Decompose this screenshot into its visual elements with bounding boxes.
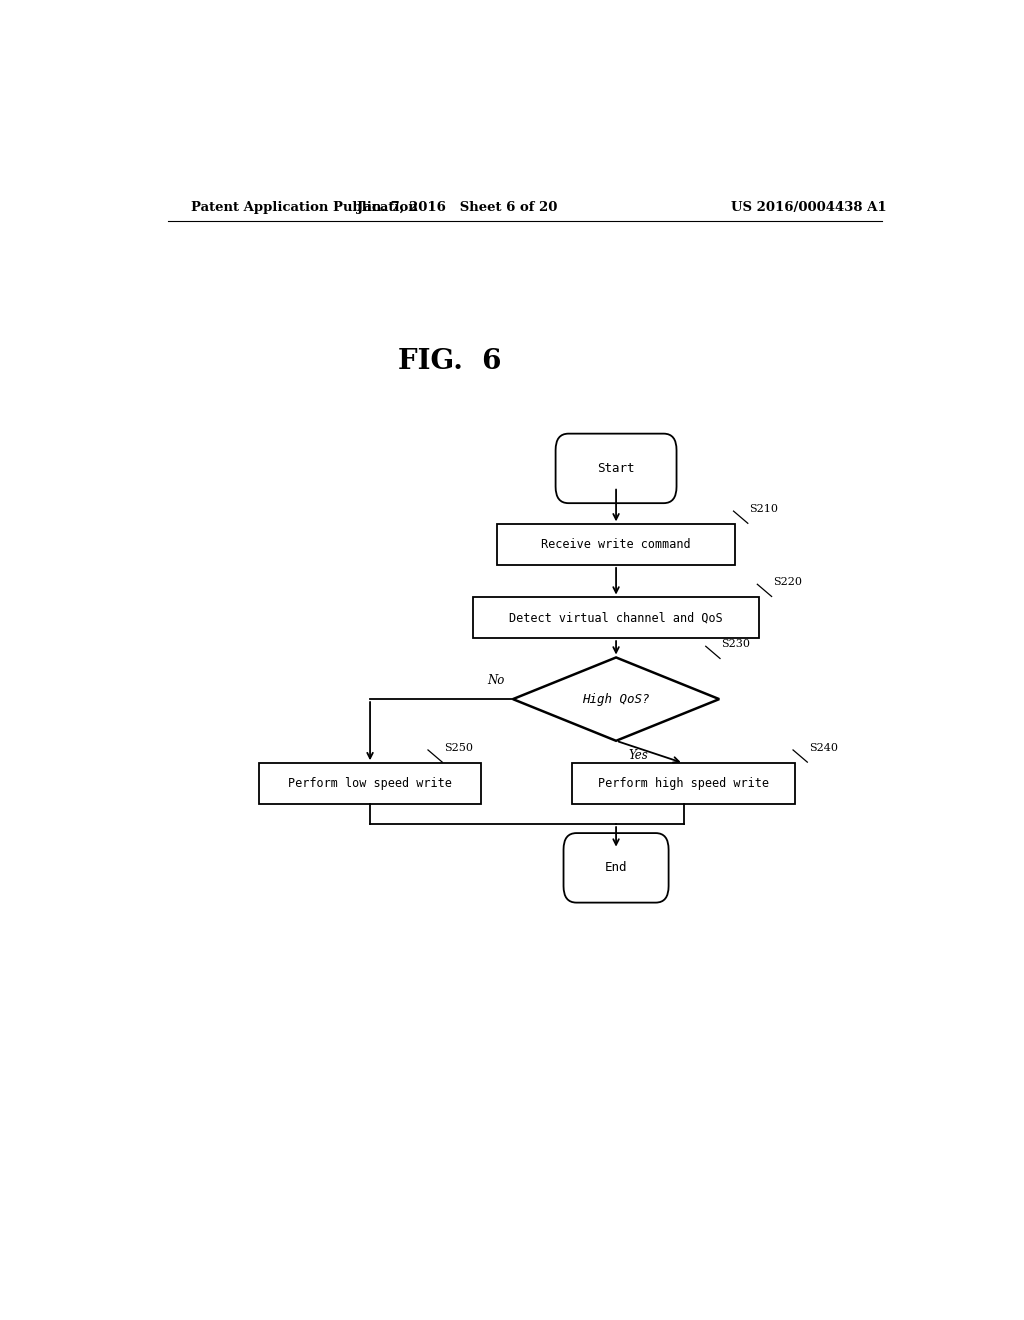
Polygon shape (513, 657, 719, 741)
Text: No: No (487, 675, 505, 688)
Text: High QoS?: High QoS? (583, 693, 650, 706)
FancyBboxPatch shape (556, 434, 677, 503)
Text: S220: S220 (773, 577, 802, 587)
Bar (259, 763, 481, 804)
Text: US 2016/0004438 A1: US 2016/0004438 A1 (731, 201, 887, 214)
FancyBboxPatch shape (563, 833, 669, 903)
Text: S240: S240 (809, 743, 838, 752)
Text: End: End (605, 862, 628, 874)
Text: Detect virtual channel and QoS: Detect virtual channel and QoS (509, 611, 723, 624)
Text: Receive write command: Receive write command (542, 539, 691, 552)
Text: Start: Start (597, 462, 635, 475)
Text: Perform low speed write: Perform low speed write (288, 777, 452, 789)
Text: Patent Application Publication: Patent Application Publication (191, 201, 418, 214)
Text: Perform high speed write: Perform high speed write (598, 777, 769, 789)
Bar (497, 524, 735, 565)
Text: Yes: Yes (628, 748, 648, 762)
Text: S250: S250 (443, 743, 473, 752)
Bar (572, 763, 795, 804)
Bar (473, 598, 759, 638)
Text: Jan. 7, 2016   Sheet 6 of 20: Jan. 7, 2016 Sheet 6 of 20 (357, 201, 557, 214)
Text: S210: S210 (750, 504, 778, 513)
Text: S230: S230 (722, 639, 751, 649)
Text: FIG.  6: FIG. 6 (397, 348, 502, 375)
